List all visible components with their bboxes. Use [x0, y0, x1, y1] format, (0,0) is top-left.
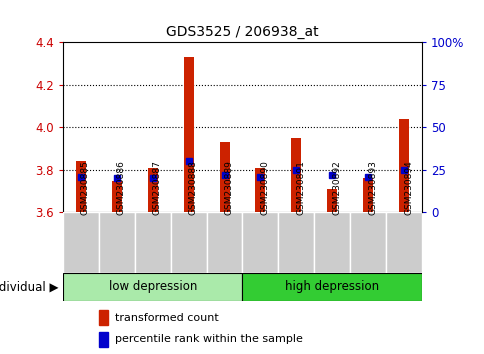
- Text: GSM230890: GSM230890: [260, 160, 269, 215]
- Bar: [183, 57, 193, 212]
- Bar: [291, 138, 301, 212]
- Text: GSM230886: GSM230886: [117, 160, 126, 215]
- Text: individual ▶: individual ▶: [0, 280, 58, 293]
- Bar: [398, 119, 408, 212]
- Text: GSM230893: GSM230893: [367, 160, 377, 215]
- Text: GSM230887: GSM230887: [152, 160, 162, 215]
- Text: GSM230894: GSM230894: [403, 161, 412, 215]
- Bar: [349, 212, 385, 273]
- Text: high depression: high depression: [285, 280, 378, 293]
- Text: GSM230885: GSM230885: [81, 160, 90, 215]
- Text: GSM230888: GSM230888: [188, 160, 197, 215]
- Text: low depression: low depression: [108, 280, 197, 293]
- Bar: [314, 212, 349, 273]
- Bar: [363, 178, 372, 212]
- Bar: [255, 168, 265, 212]
- Bar: [242, 212, 278, 273]
- Bar: [99, 212, 135, 273]
- Bar: [135, 212, 170, 273]
- Bar: [385, 212, 421, 273]
- Bar: [219, 142, 229, 212]
- Text: GSM230892: GSM230892: [332, 161, 341, 215]
- Text: percentile rank within the sample: percentile rank within the sample: [115, 335, 302, 344]
- Bar: [99, 310, 108, 325]
- Bar: [76, 161, 86, 212]
- Text: GSM230889: GSM230889: [224, 160, 233, 215]
- Bar: [278, 212, 314, 273]
- Bar: [148, 168, 157, 212]
- Bar: [327, 189, 336, 212]
- Text: transformed count: transformed count: [115, 313, 219, 323]
- Text: GSM230891: GSM230891: [296, 160, 305, 215]
- Bar: [63, 212, 99, 273]
- Bar: [63, 273, 242, 301]
- Bar: [112, 181, 121, 212]
- Bar: [206, 212, 242, 273]
- Bar: [170, 212, 206, 273]
- Bar: [99, 332, 108, 347]
- Bar: [242, 273, 421, 301]
- Title: GDS3525 / 206938_at: GDS3525 / 206938_at: [166, 25, 318, 39]
